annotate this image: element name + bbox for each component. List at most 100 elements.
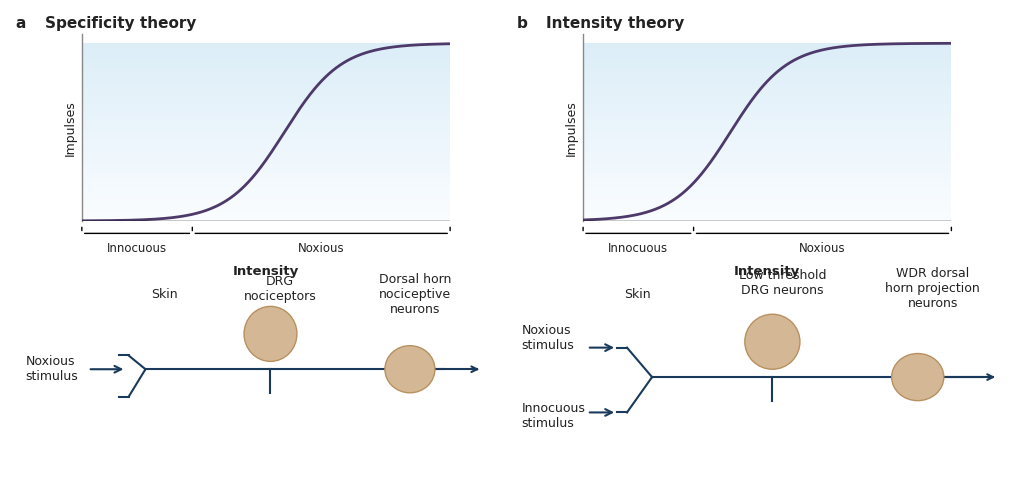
Bar (583, 100, 951, 102)
Bar (583, 130, 951, 132)
Bar (583, 200, 951, 201)
Bar (82, 43, 450, 45)
Bar (82, 187, 450, 189)
Bar (82, 49, 450, 51)
Bar (82, 45, 450, 47)
Bar (583, 164, 951, 166)
Bar (82, 134, 450, 136)
Text: Skin: Skin (624, 288, 651, 301)
Bar (583, 74, 951, 75)
Bar (583, 65, 951, 66)
Bar (583, 187, 951, 189)
Bar (82, 163, 450, 164)
Bar (583, 51, 951, 52)
Bar (583, 167, 951, 169)
Bar (583, 47, 951, 49)
Bar (583, 121, 951, 123)
Bar (82, 114, 450, 116)
Bar (583, 136, 951, 137)
Bar (583, 184, 951, 186)
Bar (583, 127, 951, 129)
Bar (583, 139, 951, 141)
Text: WDR dorsal
horn projection
neurons: WDR dorsal horn projection neurons (885, 267, 980, 310)
Bar (583, 125, 951, 127)
Bar (82, 59, 450, 61)
Bar (82, 120, 450, 121)
Bar (82, 61, 450, 63)
Bar (583, 207, 951, 209)
Bar (583, 54, 951, 55)
Bar (82, 65, 450, 66)
Bar (82, 70, 450, 72)
Bar (583, 86, 951, 88)
Bar (583, 186, 951, 187)
Bar (82, 141, 450, 143)
Bar (583, 68, 951, 70)
Bar (583, 148, 951, 150)
Bar (583, 112, 951, 114)
Bar (583, 216, 951, 218)
Bar (583, 118, 951, 120)
Bar (583, 59, 951, 61)
Bar (82, 201, 450, 203)
Bar (82, 191, 450, 192)
Bar (82, 125, 450, 127)
Bar (82, 81, 450, 82)
Bar (82, 74, 450, 75)
Bar (82, 207, 450, 209)
Bar (82, 177, 450, 178)
Bar (583, 191, 951, 192)
Bar (82, 55, 450, 57)
Bar (583, 173, 951, 175)
Bar (82, 79, 450, 81)
Bar (583, 61, 951, 63)
Bar (82, 175, 450, 177)
Bar (82, 144, 450, 146)
Bar (583, 134, 951, 136)
Bar (82, 66, 450, 68)
Bar (82, 84, 450, 86)
Text: Intensity theory: Intensity theory (546, 16, 684, 31)
Bar (82, 200, 450, 201)
Bar (583, 79, 951, 81)
Bar (82, 75, 450, 77)
Bar (583, 132, 951, 134)
Bar (583, 106, 951, 107)
Text: DRG
nociceptors: DRG nociceptors (243, 274, 316, 303)
Bar (82, 157, 450, 159)
Bar (82, 153, 450, 155)
Bar (82, 95, 450, 97)
Bar (82, 184, 450, 186)
Bar (82, 209, 450, 210)
Bar (583, 218, 951, 219)
Bar (583, 141, 951, 143)
Bar (82, 47, 450, 49)
Bar (583, 157, 951, 159)
Bar (583, 66, 951, 68)
Bar (82, 155, 450, 157)
Bar (82, 57, 450, 59)
Bar (82, 77, 450, 79)
Bar (82, 51, 450, 52)
Bar (82, 169, 450, 171)
Bar (583, 123, 951, 125)
Bar (583, 159, 951, 161)
Bar (583, 180, 951, 182)
Bar (583, 70, 951, 72)
Bar (583, 209, 951, 210)
Bar (583, 175, 951, 177)
Bar (583, 109, 951, 111)
Bar (583, 98, 951, 100)
Text: Innocuous: Innocuous (609, 242, 668, 255)
Text: Innocuous: Innocuous (107, 242, 167, 255)
Bar (583, 143, 951, 144)
Bar (583, 77, 951, 79)
Text: Dorsal horn
nociceptive
neurons: Dorsal horn nociceptive neurons (379, 273, 451, 316)
Bar (82, 210, 450, 212)
Bar (82, 68, 450, 70)
Bar (82, 86, 450, 88)
Y-axis label: Impulses: Impulses (565, 100, 578, 156)
Bar (583, 116, 951, 118)
Bar (82, 192, 450, 194)
Bar (583, 81, 951, 82)
